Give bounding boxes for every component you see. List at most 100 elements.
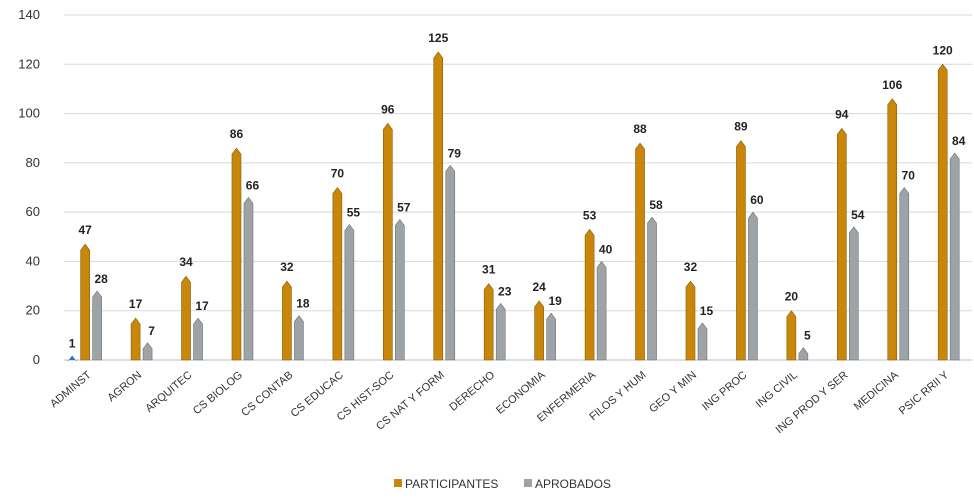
bar-aprobados	[647, 216, 657, 361]
data-label-participantes: 120	[933, 43, 953, 57]
data-label-participantes: 31	[482, 263, 496, 277]
data-label-aprobados: 40	[599, 242, 613, 256]
bar-participantes	[837, 127, 847, 361]
data-label-aprobados: 18	[296, 297, 310, 311]
y-tick-label: 0	[33, 352, 40, 367]
bar-aprobados	[849, 226, 859, 361]
bar-participantes	[685, 280, 696, 361]
x-category-label: ECONOMIA	[494, 369, 548, 417]
data-label-aprobados: 5	[804, 329, 811, 343]
legend: PARTICIPANTES APROBADOS	[394, 477, 611, 491]
bar-aprobados	[949, 152, 960, 361]
bar-aprobados	[92, 290, 102, 361]
bar-aprobados	[899, 187, 910, 361]
y-tick-label: 120	[18, 56, 40, 71]
y-axis-ticks: 0 20 40 60 80 100 120 140	[18, 7, 40, 367]
data-label-participantes: 20	[785, 290, 799, 304]
data-label-aprobados: 28	[94, 272, 108, 286]
y-tick-label: 40	[26, 253, 40, 268]
x-category-label: ING PROC	[700, 369, 749, 413]
data-label-aprobados: 19	[548, 294, 562, 308]
data-label-participantes: 17	[129, 297, 143, 311]
gridlines	[64, 14, 972, 361]
x-category-label: ING CIVIL	[754, 369, 800, 410]
bar-aprobados	[344, 223, 355, 361]
y-tick-label: 80	[26, 155, 40, 170]
data-label-participantes: 34	[179, 255, 193, 269]
bar-participantes	[383, 122, 393, 361]
bar-participantes	[937, 63, 948, 361]
data-label-aprobados: 23	[498, 284, 512, 298]
bar-aprobados	[445, 164, 456, 361]
bar-aprobados	[294, 315, 304, 361]
legend-label: PARTICIPANTES	[405, 477, 498, 491]
x-category-label: GEO Y MIN	[647, 369, 699, 415]
x-category-label: ARQUITEC	[143, 369, 194, 415]
bar-participantes	[282, 280, 292, 361]
x-category-label: PSIC RRII Y	[897, 369, 952, 418]
legend-label: APROBADOS	[535, 477, 611, 491]
data-label-participantes: 53	[583, 208, 597, 222]
data-label-participantes: 89	[734, 120, 748, 134]
bar-aprobados	[142, 342, 153, 361]
data-label-aprobados: 60	[750, 193, 764, 207]
bar-aprobados	[495, 302, 506, 361]
bar-participantes	[80, 243, 90, 361]
data-label-participantes: 94	[835, 107, 849, 121]
x-category-label: DERECHO	[447, 369, 497, 414]
data-label-aprobados: 66	[246, 178, 260, 192]
bar-aprobados	[193, 317, 203, 361]
bar-participantes	[635, 142, 645, 361]
data-label-aprobados: 17	[195, 299, 209, 313]
data-label-participantes: 106	[882, 78, 902, 92]
data-label-aprobados: 7	[148, 324, 155, 338]
bar-participantes	[786, 310, 797, 361]
data-label-participantes: 32	[684, 260, 698, 274]
bar-aprobados	[243, 196, 254, 361]
data-label-aprobados: 57	[397, 201, 411, 215]
bar-extra-point	[67, 355, 77, 362]
data-label-aprobados: 70	[902, 169, 916, 183]
data-label-aprobados: 58	[649, 198, 663, 212]
data-label-participantes: 47	[78, 223, 92, 237]
data-label-aprobados: 55	[347, 205, 361, 219]
x-category-label: ADMINST	[48, 369, 94, 410]
data-label-participantes: 86	[230, 127, 244, 141]
bar-participantes	[231, 147, 242, 361]
x-category-label: AGRON	[105, 369, 144, 404]
bar-aprobados	[596, 260, 607, 361]
bar-aprobados	[748, 211, 758, 361]
data-label-aprobados: 84	[952, 134, 966, 148]
bar-participantes	[736, 140, 746, 361]
bar-participantes	[433, 51, 444, 361]
y-tick-label: 100	[18, 106, 40, 121]
legend-swatch	[524, 479, 532, 487]
data-label-aprobados: 79	[448, 146, 462, 160]
x-category-label: CS CONTAB	[239, 369, 295, 419]
data-label-aprobados: 54	[851, 208, 865, 222]
y-tick-label: 60	[26, 204, 40, 219]
bar-aprobados	[798, 347, 809, 361]
x-category-label: CS BIOLOG	[191, 369, 245, 417]
bar-participantes	[130, 317, 141, 361]
data-label-extra: 1	[69, 337, 76, 351]
bar-participantes	[534, 300, 544, 361]
legend-swatch	[394, 479, 402, 487]
data-label-participantes: 32	[280, 260, 294, 274]
data-label-participantes: 125	[428, 31, 448, 45]
bar-participantes	[584, 228, 595, 361]
data-label-participantes: 70	[331, 167, 345, 181]
y-tick-label: 20	[26, 303, 40, 318]
data-label-participantes: 96	[381, 102, 395, 116]
bar-participantes	[181, 275, 191, 361]
bar-aprobados	[697, 322, 708, 361]
bar-participantes	[887, 98, 898, 361]
bar-aprobados	[546, 312, 556, 361]
bar-aprobados	[395, 219, 405, 361]
data-label-participantes: 88	[633, 122, 647, 136]
bars	[67, 51, 960, 362]
data-label-participantes: 24	[532, 280, 546, 294]
